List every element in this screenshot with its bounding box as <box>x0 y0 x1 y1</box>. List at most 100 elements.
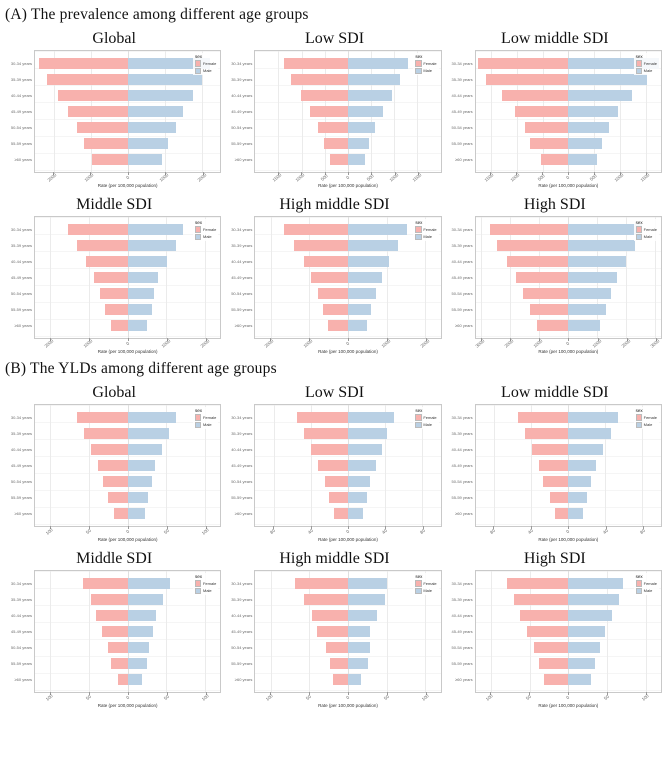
bar-row <box>35 317 220 333</box>
x-axis-label: Rate (per 100,000 population) <box>538 537 599 542</box>
bars-layer <box>35 410 220 521</box>
male-bar <box>568 240 636 252</box>
chart-title: High middle SDI <box>279 550 390 567</box>
x-axis-ticks: 1500 1000 500 0 500 1000 1500 <box>475 172 662 183</box>
gridline <box>531 405 533 526</box>
x-tick-mark <box>646 172 648 175</box>
bar-row <box>476 56 661 72</box>
gridline <box>626 217 628 338</box>
legend: sex Female Male <box>413 407 439 429</box>
x-axis-label: Rate (per 100,000 population) <box>538 703 599 708</box>
male-bar <box>347 256 389 268</box>
chart-title: Middle SDI <box>76 550 153 567</box>
gridline <box>394 51 396 172</box>
x-tick-mark <box>127 526 129 529</box>
male-bar <box>127 578 171 590</box>
plot-area: sex Female Male <box>34 50 222 173</box>
female-bar <box>300 90 348 102</box>
age-group-label: 45-49 years <box>231 274 253 280</box>
bars-layer <box>255 56 440 167</box>
male-bar <box>127 641 149 653</box>
bar-row <box>255 88 440 104</box>
male-bar <box>347 319 367 331</box>
bar-row <box>35 119 220 135</box>
x-tick-label: 500 <box>537 173 547 182</box>
male-bar <box>127 673 143 685</box>
female-bar <box>38 58 128 70</box>
bar-row <box>476 489 661 505</box>
bar-row <box>476 119 661 135</box>
female-bar <box>515 105 569 118</box>
x-axis-ticks: 2000 1000 0 1000 2000 <box>254 338 441 349</box>
plot-area: sex Female Male <box>474 404 662 527</box>
x-tick-mark <box>626 338 628 341</box>
x-tick-label: 3000 <box>649 338 661 349</box>
plot-area: sex Female Male <box>34 570 222 693</box>
female-bar <box>329 491 348 503</box>
male-bar <box>127 271 159 284</box>
female-bar <box>541 153 569 165</box>
x-axis-label: Rate (per 100,000 population) <box>318 349 378 354</box>
x-axis-ticks: 1500 1000 500 0 500 1000 1500 <box>254 172 441 183</box>
legend-entry-female: Female <box>194 226 216 233</box>
bar-row <box>476 655 661 671</box>
x-axis-ticks: 2000 1000 0 1000 2000 <box>34 172 221 183</box>
female-bar <box>524 428 569 440</box>
bar-row <box>35 301 220 317</box>
bar-row <box>476 238 661 254</box>
male-bar <box>568 412 619 424</box>
bar-row <box>255 592 440 608</box>
male-bar <box>568 578 624 590</box>
male-bar <box>568 287 611 299</box>
age-group-label: 35-39 years <box>10 76 32 82</box>
age-group-label: ≥60 years <box>455 323 473 329</box>
male-bar <box>568 657 595 669</box>
x-tick-mark <box>88 692 90 695</box>
x-tick-label: 100 <box>44 693 54 702</box>
female-bar <box>310 444 348 456</box>
age-group-label: 40-44 years <box>451 258 473 264</box>
gridline <box>50 405 52 526</box>
x-tick-label: 50 <box>603 693 611 702</box>
female-bar <box>334 507 348 519</box>
legend-label: Female <box>423 226 437 232</box>
age-group-label: 45-49 years <box>451 462 473 468</box>
male-bar <box>127 428 170 440</box>
x-tick-mark <box>394 172 396 175</box>
male-bar <box>347 428 387 440</box>
y-axis-labels-inner: 30-34 years 35-39 years 40-44 years 45-49 y… <box>227 221 254 334</box>
male-bar <box>568 303 607 315</box>
gridline <box>204 571 206 692</box>
male-swatch-icon <box>415 587 422 594</box>
bar-row <box>255 655 440 671</box>
female-bar <box>293 240 348 252</box>
female-bar <box>520 610 569 622</box>
male-bar <box>347 90 393 102</box>
x-tick-label: 50 <box>382 693 391 702</box>
male-bar <box>568 491 587 503</box>
female-swatch-icon <box>194 414 202 421</box>
legend-entry-female: Female <box>635 414 657 421</box>
age-group-label: 55-59 years <box>10 307 32 313</box>
chart-panel: 30-34 years 35-39 years 40-44 years 45-49 y… <box>448 50 662 188</box>
bar-row <box>35 608 220 624</box>
female-bar <box>524 121 569 133</box>
male-bar <box>347 459 376 472</box>
bar-row <box>476 88 661 104</box>
x-tick-label: 0 <box>345 528 351 535</box>
bar-row <box>476 104 661 120</box>
x-tick-mark <box>166 338 168 341</box>
bar-row <box>476 254 661 270</box>
legend-label: Female <box>423 414 437 420</box>
x-tick-label: 80 <box>489 527 497 536</box>
female-bar <box>304 594 348 606</box>
male-bar <box>347 625 371 638</box>
bar-row <box>255 270 440 286</box>
legend-entry-female: Female <box>635 226 657 233</box>
female-bar <box>489 224 569 236</box>
female-bar <box>478 58 569 70</box>
legend-title: sex <box>635 54 643 59</box>
age-group-label: ≥60 years <box>455 157 473 163</box>
legend-entry-male: Male <box>194 421 216 428</box>
bar-row <box>476 426 661 442</box>
